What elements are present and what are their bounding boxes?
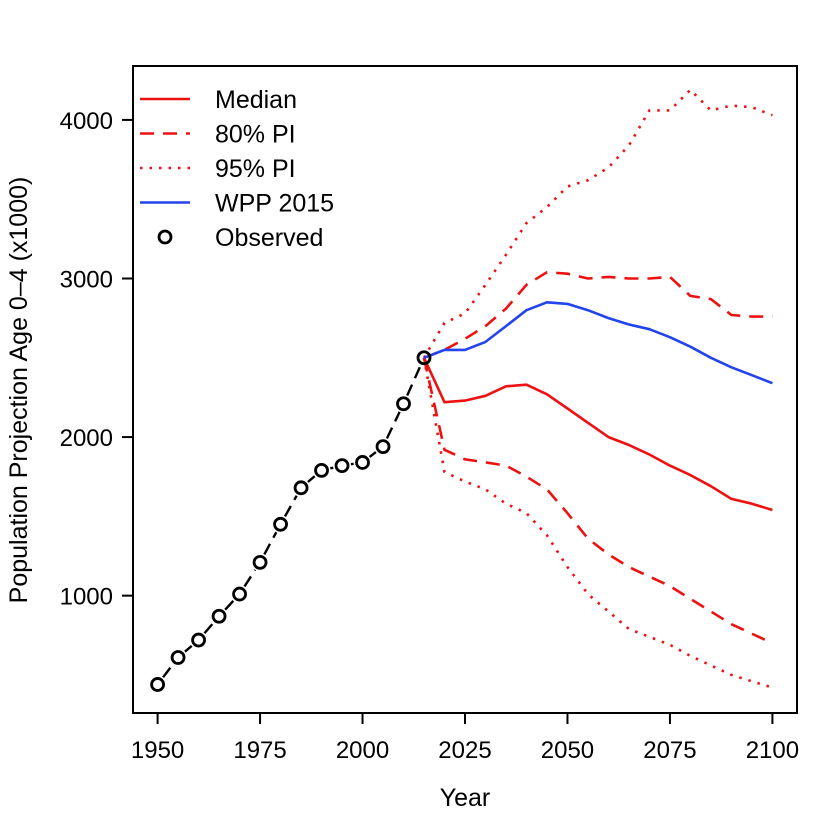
x-tick-label: 2075 <box>643 737 696 764</box>
y-tick-label: 4000 <box>60 108 113 135</box>
observed-points <box>150 350 432 692</box>
x-tick-label: 2100 <box>746 737 799 764</box>
observed-point <box>273 516 288 532</box>
y-axis: 1000 2000 3000 4000 <box>60 108 133 611</box>
y-tick-label: 3000 <box>60 266 113 293</box>
observed-point <box>150 677 165 692</box>
observed-connector <box>263 531 278 555</box>
observed-connector <box>184 644 193 653</box>
y-tick-label: 1000 <box>60 584 113 611</box>
legend-label: WPP 2015 <box>215 190 334 218</box>
observed-connector <box>330 466 334 470</box>
observed-point <box>355 455 370 470</box>
observed-point <box>375 439 391 454</box>
observed-connector <box>368 451 377 458</box>
series-line-80-pi-upper <box>423 270 773 360</box>
legend-label: Observed <box>215 224 323 252</box>
series-line-95-pi-lower <box>422 357 773 689</box>
x-tick-label: 2000 <box>336 737 389 764</box>
observed-point <box>191 632 206 648</box>
observed-connector <box>283 495 298 518</box>
observed-point <box>396 396 411 412</box>
observed-point <box>416 350 432 366</box>
x-axis: 1950 1975 2000 2025 2050 2075 2100 <box>131 713 799 764</box>
x-tick-label: 2025 <box>438 737 491 764</box>
observed-connector <box>385 411 401 439</box>
observed-connector <box>243 569 257 588</box>
legend-swatch-observed <box>157 229 173 245</box>
observed-point <box>252 554 268 570</box>
observed-point <box>314 462 329 478</box>
legend-label: 80% PI <box>215 121 296 149</box>
x-tick-label: 1975 <box>233 737 286 764</box>
observed-connector <box>406 365 422 397</box>
legend: Median 80% PI 95% PI WPP 2015 Observed <box>140 86 334 252</box>
observed-connector <box>203 622 215 635</box>
y-axis-label: Population Projection Age 0–4 (x1000) <box>5 177 33 604</box>
observed-point <box>170 650 186 665</box>
observed-point <box>334 458 350 474</box>
legend-label: Median <box>215 86 297 114</box>
x-tick-label: 2050 <box>541 737 594 764</box>
series-line-80-pi-lower <box>422 357 773 645</box>
observed-connector <box>224 599 235 611</box>
observed-connector <box>162 663 174 679</box>
observed-connector <box>307 475 316 483</box>
y-tick-label: 2000 <box>60 425 113 452</box>
plot-lines <box>422 88 773 689</box>
observed-point <box>232 586 247 602</box>
legend-label: 95% PI <box>215 155 296 183</box>
observed-point <box>293 480 309 496</box>
observed-point <box>211 608 227 624</box>
series-line-median <box>422 357 773 512</box>
series-line-wpp-2015 <box>423 300 773 385</box>
x-tick-label: 1950 <box>131 737 184 764</box>
x-axis-label: Year <box>440 784 491 812</box>
